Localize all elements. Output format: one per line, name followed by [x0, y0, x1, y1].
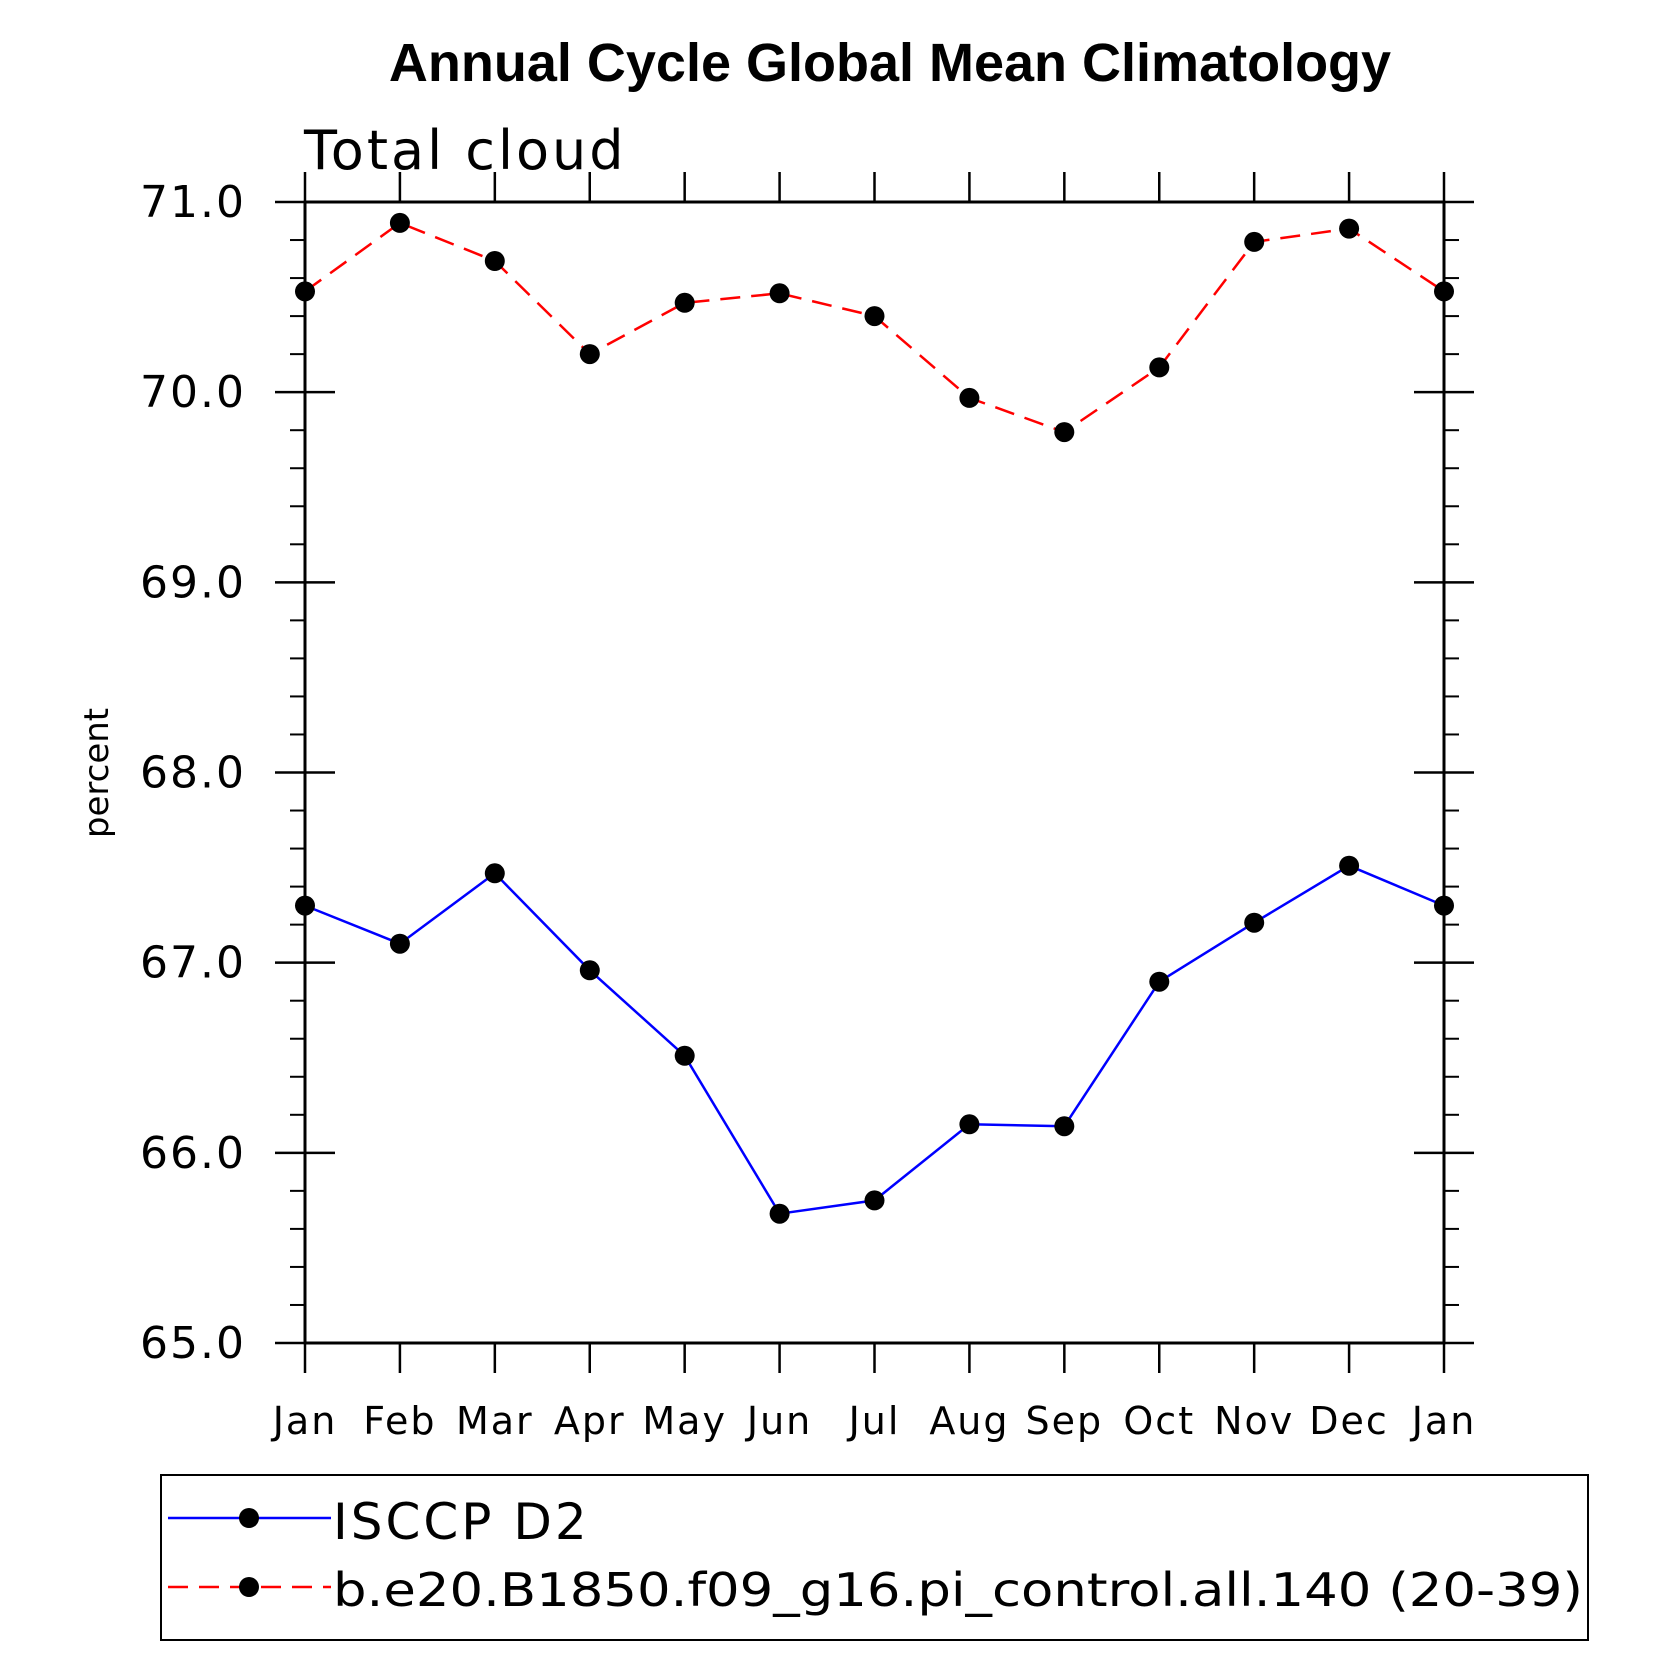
x-tick-label: Sep [1026, 1399, 1104, 1443]
y-tick-labels: 65.0 66.0 67.0 68.0 69.0 70.0 71.0 [140, 177, 246, 1369]
data-point [1339, 855, 1360, 876]
x-tick-label: Mar [456, 1399, 534, 1443]
x-tick-label: May [642, 1399, 727, 1443]
series-line [304, 221, 1445, 434]
y-tick-label: 67.0 [140, 938, 246, 989]
data-point [674, 1045, 695, 1066]
data-point [295, 281, 315, 302]
data-point [1054, 1116, 1075, 1137]
series-layer [295, 212, 1454, 1224]
data-point [674, 292, 695, 313]
x-tick-labels: Jan Feb Mar Apr May Jun Jul Aug Sep Oct Nov Dec Jan [271, 1399, 1477, 1443]
data-point [484, 251, 505, 271]
data-point [1149, 357, 1170, 378]
chart-subtitle: Total cloud [303, 119, 627, 182]
data-point [1149, 971, 1170, 992]
legend-item-isccp: ISCCP D2 [168, 1493, 590, 1551]
y-tick-label: 66.0 [140, 1128, 246, 1179]
data-point [1244, 231, 1265, 252]
data-point [579, 960, 600, 981]
chart-title: Annual Cycle Global Mean Climatology [389, 33, 1391, 93]
x-tick-label: Dec [1309, 1399, 1389, 1443]
x-tick-label: Aug [929, 1399, 1009, 1443]
legend-label-model: b.e20.B1850.f09_g16.pi_control.all.140 (… [333, 1563, 1583, 1617]
series-line [304, 864, 1445, 1216]
data-point [959, 1114, 980, 1135]
data-point [769, 1203, 790, 1224]
data-point [1434, 895, 1454, 916]
y-tick-label: 68.0 [140, 748, 246, 799]
y-tick-label: 69.0 [140, 557, 246, 608]
data-point [864, 306, 885, 327]
data-point [484, 863, 505, 884]
data-point [579, 344, 600, 365]
x-tick-label: Apr [554, 1399, 626, 1443]
y-tick-label: 71.0 [140, 177, 246, 228]
y-axis-label: percent [77, 708, 117, 838]
x-tick-label: Feb [363, 1399, 436, 1443]
legend-marker-isccp [239, 1508, 259, 1528]
legend: ISCCP D2 b.e20.B1850.f09_g16.pi_control.… [160, 1474, 1589, 1641]
x-tick-label: Oct [1123, 1399, 1195, 1443]
x-tick-label: Nov [1214, 1399, 1294, 1443]
data-point [389, 933, 410, 954]
axis-ticks [275, 172, 1474, 1373]
data-point [1244, 912, 1265, 933]
data-point [1339, 218, 1360, 239]
data-point [959, 387, 980, 408]
legend-marker-model [239, 1577, 259, 1597]
x-tick-label: Jul [847, 1399, 901, 1443]
legend-label-isccp: ISCCP D2 [333, 1493, 590, 1551]
x-tick-label: Jan [271, 1399, 338, 1443]
data-point [389, 212, 410, 233]
legend-item-model: b.e20.B1850.f09_g16.pi_control.all.140 (… [168, 1563, 1583, 1617]
plot-frame [303, 200, 1446, 1345]
y-tick-label: 70.0 [140, 367, 246, 418]
x-tick-label: Jun [745, 1399, 812, 1443]
data-point [864, 1190, 885, 1211]
data-point [769, 283, 790, 304]
data-point [1434, 281, 1454, 302]
x-tick-label: Jan [1410, 1399, 1477, 1443]
legend-box [160, 1474, 1589, 1641]
data-point [1054, 422, 1075, 443]
data-point [295, 895, 315, 916]
y-tick-label: 65.0 [140, 1318, 246, 1369]
